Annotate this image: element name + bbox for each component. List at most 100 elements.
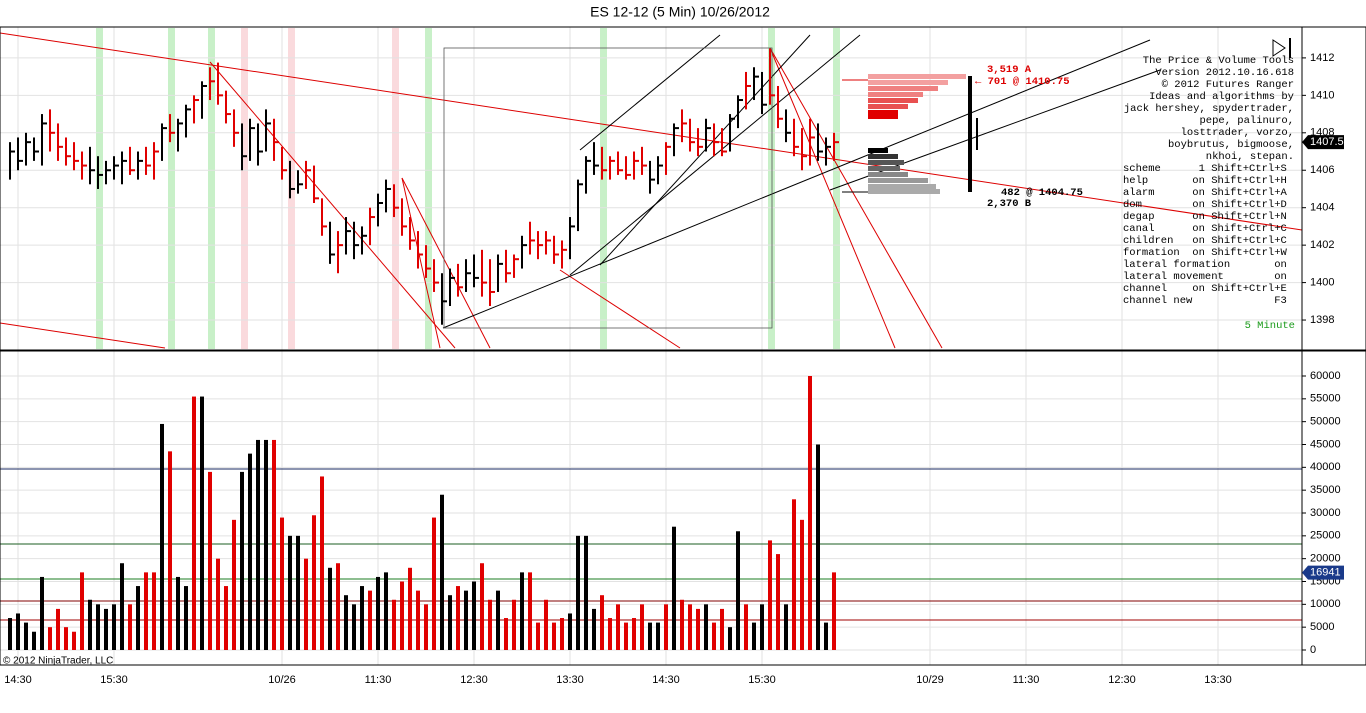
- trend-line: [0, 322, 166, 349]
- play-icon: [1272, 39, 1286, 57]
- volume-bar: [80, 572, 84, 650]
- volume-bar: [240, 471, 244, 650]
- session-band: [96, 28, 103, 349]
- y-tick-label: 1402: [1310, 239, 1334, 251]
- info-line: Ideas and algorithms by: [1149, 91, 1294, 103]
- volume-bar: [328, 567, 332, 650]
- info-line: nkhoi, stepan.: [1206, 151, 1294, 163]
- volume-bar: [640, 604, 644, 650]
- volume-bar: [600, 595, 604, 650]
- volume-bar: [16, 613, 20, 650]
- profile-bar: [868, 74, 966, 79]
- ask-label: 3,519 A: [987, 64, 1032, 76]
- volume-bar: [760, 604, 764, 650]
- volume-bar: [544, 599, 548, 650]
- volume-bar: [672, 526, 676, 650]
- y-tick-label: 50000: [1310, 416, 1341, 428]
- bid-price-label: 482 @ 1404.75: [1001, 187, 1083, 199]
- last-value-label: 1407.50: [1310, 136, 1350, 148]
- volume-bar: [32, 631, 36, 650]
- volume-bar: [384, 572, 388, 650]
- volume-bar: [272, 439, 276, 650]
- x-tick-label: 14:30: [652, 674, 680, 686]
- volume-bar: [360, 586, 364, 650]
- volume-bar: [304, 558, 308, 650]
- volume-bar: [48, 627, 52, 650]
- x-tick-label: 11:30: [1013, 674, 1040, 686]
- volume-bar: [352, 604, 356, 650]
- y-tick-label: 35000: [1310, 484, 1341, 496]
- volume-bar: [224, 586, 228, 650]
- session-band: [208, 28, 215, 349]
- volume-bar: [528, 572, 532, 650]
- volume-bar: [248, 453, 252, 650]
- volume-bar: [336, 563, 340, 650]
- volume-bar: [136, 586, 140, 650]
- info-line: formation on Shift+Ctrl+W: [1123, 247, 1288, 259]
- x-tick-label: 13:30: [1204, 674, 1232, 686]
- trend-line: [579, 34, 721, 151]
- volume-bar: [832, 572, 836, 650]
- x-tick-label: 13:30: [556, 674, 584, 686]
- profile-bar: [868, 92, 923, 97]
- volume-bar: [56, 608, 60, 650]
- volume-bar: [344, 595, 348, 650]
- x-tick-label: 15:30: [748, 674, 776, 686]
- volume-bar: [456, 586, 460, 650]
- volume-bar: [312, 515, 316, 650]
- volume-bar: [376, 576, 380, 650]
- volume-bar: [128, 604, 132, 650]
- session-band: [168, 28, 175, 349]
- x-tick-label: 12:30: [460, 674, 488, 686]
- info-line: jack hershey, spydertrader,: [1124, 103, 1294, 115]
- volume-bar: [120, 563, 124, 650]
- volume-bar: [264, 439, 268, 650]
- volume-bar: [168, 451, 172, 650]
- volume-bar: [720, 608, 724, 650]
- ask-price-label: ← 701 @ 1410.75: [975, 76, 1070, 88]
- volume-bar: [696, 608, 700, 650]
- volume-bar: [824, 622, 828, 650]
- volume-bar: [688, 604, 692, 650]
- volume-bar: [472, 581, 476, 650]
- volume-bar: [496, 590, 500, 650]
- volume-bar: [192, 396, 196, 650]
- y-tick-label: 1400: [1310, 276, 1334, 288]
- y-tick-label: 30000: [1310, 507, 1341, 519]
- profile-bar: [868, 148, 888, 153]
- volume-bar: [504, 618, 508, 650]
- y-tick-label: 1410: [1310, 89, 1334, 101]
- volume-bar: [432, 517, 436, 650]
- volume-bar: [160, 423, 164, 650]
- chart-title: ES 12-12 (5 Min) 10/26/2012: [590, 4, 770, 20]
- volume-bar: [616, 604, 620, 650]
- volume-bar: [512, 599, 516, 650]
- info-line: scheme 1 Shift+Ctrl+S: [1123, 163, 1287, 175]
- info-line: dom on Shift+Ctrl+D: [1123, 199, 1287, 211]
- profile-bar: [868, 98, 918, 103]
- volume-bar: [200, 396, 204, 650]
- info-line: Version 2012.10.16.618: [1155, 67, 1294, 79]
- info-line: The Price & Volume Tools: [1143, 55, 1294, 67]
- copyright: © 2012 NinjaTrader, LLC: [3, 656, 113, 667]
- y-tick-label: 1412: [1310, 52, 1334, 64]
- info-line: channel new F3: [1123, 295, 1287, 307]
- volume-bar: [296, 535, 300, 650]
- volume-bar: [736, 531, 740, 650]
- profile-bar: [868, 189, 940, 194]
- volume-bar: [608, 618, 612, 650]
- volume-profile: [842, 74, 978, 194]
- volume-bar: [184, 586, 188, 650]
- info-line: children on Shift+Ctrl+C: [1123, 235, 1287, 247]
- volume-bar: [680, 599, 684, 650]
- volume-bar: [416, 590, 420, 650]
- trend-line: [769, 47, 896, 349]
- volume-bar: [648, 622, 652, 650]
- profile-bar: [868, 160, 904, 165]
- profile-bar: [868, 80, 948, 85]
- volume-bar: [768, 540, 772, 650]
- volume-bar: [280, 517, 284, 650]
- y-tick-label: 1398: [1310, 314, 1334, 326]
- profile-bar: [868, 178, 928, 183]
